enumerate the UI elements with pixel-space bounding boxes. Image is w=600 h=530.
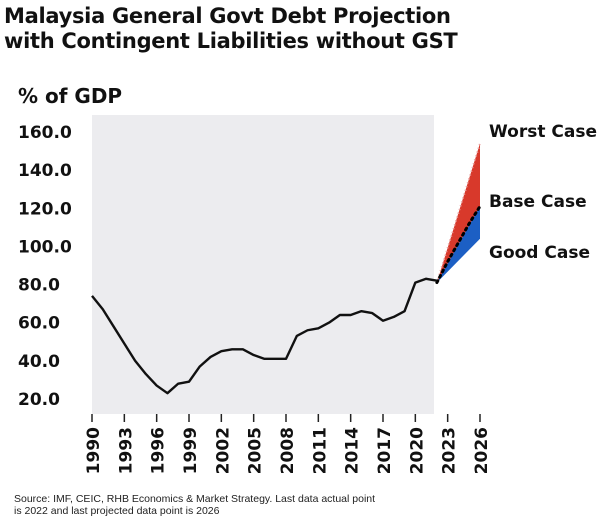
x-tick-label: 2023 bbox=[440, 427, 460, 474]
chart-title: Malaysia General Govt Debt Projection wi… bbox=[4, 4, 564, 54]
x-tick-label: 2011 bbox=[310, 427, 330, 474]
y-tick-label: 80.0 bbox=[18, 276, 60, 296]
x-tick-label: 2026 bbox=[472, 427, 492, 474]
base-case-line bbox=[435, 204, 482, 285]
chart-title-line-1: Malaysia General Govt Debt Projection bbox=[4, 4, 451, 28]
worst-case-line bbox=[435, 143, 481, 283]
y-tick-label: 20.0 bbox=[18, 390, 60, 410]
x-tick-label: 2014 bbox=[343, 427, 363, 474]
y-tick-label: 60.0 bbox=[18, 314, 60, 334]
x-tick-label: 1990 bbox=[84, 427, 104, 474]
worst-case-label: Worst Case bbox=[489, 122, 597, 142]
source-note-line-1: Source: IMF, CEIC, RHB Economics & Marke… bbox=[14, 493, 376, 505]
source-note-line-2: is 2022 and last projected data point is… bbox=[14, 505, 220, 517]
y-tick-label: 160.0 bbox=[18, 123, 72, 143]
chart-title-line-2: with Contingent Liabilities without GST bbox=[4, 29, 458, 53]
debt-projection-chart: 20.0 40.0 60.0 80.0 100.0 120.0 140.0 160.0 1990… bbox=[18, 115, 597, 474]
y-tick-label: 100.0 bbox=[18, 237, 72, 257]
y-tick-label: 40.0 bbox=[18, 352, 60, 372]
x-tick-label: 2017 bbox=[375, 427, 395, 474]
x-tick-label: 2005 bbox=[246, 427, 266, 474]
good-case-label: Good Case bbox=[489, 243, 590, 263]
x-tick-label: 1993 bbox=[116, 427, 136, 474]
actual-debt-line bbox=[91, 277, 438, 395]
plot-background bbox=[92, 115, 434, 414]
x-tick-label: 2008 bbox=[278, 427, 298, 474]
x-tick-label: 2020 bbox=[407, 427, 427, 474]
x-tick-label: 1999 bbox=[181, 427, 201, 474]
base-case-label: Base Case bbox=[489, 192, 587, 212]
x-tick-label: 1996 bbox=[149, 427, 169, 474]
y-axis-label: % of GDP bbox=[18, 84, 123, 108]
y-tick-label: 140.0 bbox=[18, 161, 72, 181]
y-tick-label: 120.0 bbox=[18, 199, 72, 219]
source-note: Source: IMF, CEIC, RHB Economics & Marke… bbox=[14, 493, 484, 517]
x-tick-label: 2002 bbox=[213, 427, 233, 474]
